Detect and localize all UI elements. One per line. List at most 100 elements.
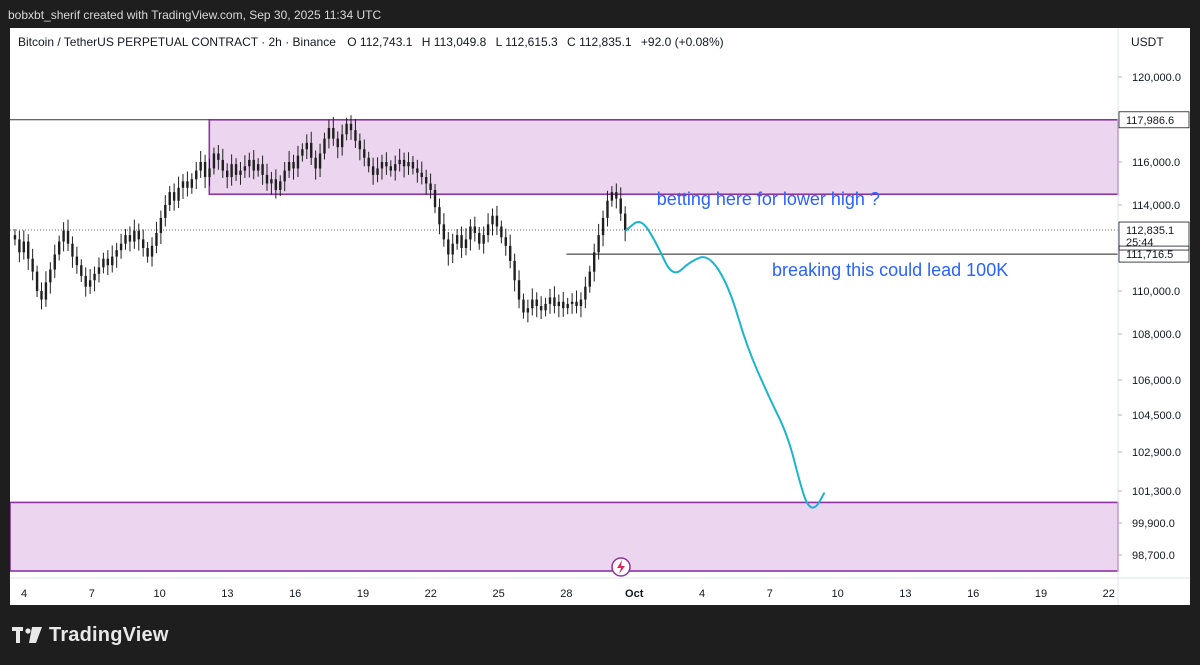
candle-body xyxy=(40,291,43,300)
candle-body xyxy=(478,232,481,244)
candle xyxy=(252,150,255,180)
candle xyxy=(380,154,384,180)
candle xyxy=(504,228,507,256)
candle-body xyxy=(363,149,366,158)
candle xyxy=(80,259,83,282)
candle xyxy=(433,183,437,214)
price-axis: 120,000.0 116,000.0 114,000.0 110,000.0 108,… xyxy=(1117,28,1190,605)
candle-body xyxy=(159,217,163,233)
candle-body xyxy=(455,235,459,244)
candle-body xyxy=(133,230,136,242)
candle-body xyxy=(601,217,605,236)
candle xyxy=(279,175,282,196)
candle-body xyxy=(553,297,556,307)
y-tick-label: 114,000.0 xyxy=(1132,200,1180,212)
candle xyxy=(102,252,105,274)
candle-body xyxy=(557,301,561,307)
candle-body xyxy=(88,280,92,287)
candle xyxy=(106,250,110,276)
x-tick-label: 13 xyxy=(899,588,911,600)
candle xyxy=(623,206,627,242)
candle xyxy=(535,292,538,318)
currency-label: USDT xyxy=(1131,35,1164,49)
candle xyxy=(66,219,70,252)
time-axis: 4 7 10 13 16 19 22 25 28 Oct 4 7 10 13 16 19 22 xyxy=(10,577,1190,600)
candle-body xyxy=(469,226,472,240)
candle-body xyxy=(212,153,216,169)
candle xyxy=(75,246,79,274)
candle-body xyxy=(473,226,477,233)
candle-body xyxy=(57,241,61,255)
candle xyxy=(137,223,140,251)
price-tag-border xyxy=(1118,221,1190,251)
candle xyxy=(212,147,216,175)
candle-body xyxy=(301,149,304,156)
candle-body xyxy=(186,181,189,188)
candle xyxy=(429,173,432,199)
candle-body xyxy=(593,252,596,272)
candle-body xyxy=(517,280,521,300)
candles-series xyxy=(13,115,627,323)
candle xyxy=(376,157,379,183)
candle-body xyxy=(296,155,300,169)
candle-body xyxy=(80,265,83,276)
zone-top-price-tag: 117,986.6 xyxy=(1119,111,1189,128)
ohlc-change: +92.0 (+0.08%) xyxy=(641,35,724,49)
candle-body xyxy=(111,256,114,266)
candle xyxy=(526,299,530,323)
ohlc-low: 112,615.3 xyxy=(505,35,558,49)
candle xyxy=(150,237,154,267)
candle-body xyxy=(433,189,437,208)
candle xyxy=(239,162,242,185)
ohlc-open-label: O xyxy=(347,35,356,49)
candle-body xyxy=(164,205,167,218)
candle-body xyxy=(508,245,512,261)
candle xyxy=(455,229,459,250)
candle-body xyxy=(195,170,198,180)
ohlc-open: 112,743.1 xyxy=(360,35,413,49)
candle-body xyxy=(93,273,96,281)
event-marker[interactable] xyxy=(611,557,631,577)
candle xyxy=(199,150,202,178)
candle xyxy=(597,223,600,260)
candle-body xyxy=(522,299,525,313)
candle-body xyxy=(124,235,127,244)
candle xyxy=(438,198,441,235)
candle xyxy=(190,173,194,194)
candle-body xyxy=(248,159,251,167)
candle-body xyxy=(31,258,34,272)
candle xyxy=(13,229,17,246)
candle xyxy=(115,242,118,268)
candle xyxy=(164,195,167,227)
candle-body xyxy=(531,299,534,309)
candle-body xyxy=(292,162,295,169)
chart-panel[interactable]: betting here for lower high ? breaking th… xyxy=(9,28,1190,605)
candle-body xyxy=(27,241,30,259)
candle-body xyxy=(588,271,591,287)
candle xyxy=(442,213,446,247)
candle-body xyxy=(513,260,516,281)
candle-body xyxy=(141,239,145,248)
price-chart[interactable]: betting here for lower high ? breaking th… xyxy=(9,28,1190,605)
candle xyxy=(447,232,450,266)
candle-body xyxy=(389,166,393,171)
candle xyxy=(544,297,547,317)
candle-body xyxy=(22,241,26,253)
x-tick-label: 16 xyxy=(289,588,301,600)
candle-body xyxy=(491,215,494,225)
x-tick-label: 19 xyxy=(1035,588,1047,600)
candle-body xyxy=(358,140,362,150)
candle xyxy=(478,226,481,250)
support-price-tag-text: 111,716.5 xyxy=(1126,249,1173,261)
candle-body xyxy=(102,258,105,268)
candle xyxy=(248,152,251,178)
candle xyxy=(371,157,375,185)
x-tick-label: 4 xyxy=(21,588,27,600)
candle-body xyxy=(115,250,118,257)
candle-body xyxy=(562,301,565,309)
candle xyxy=(482,226,485,254)
candle xyxy=(177,176,180,209)
candle-body xyxy=(438,207,441,225)
candle xyxy=(354,119,357,148)
candle-body xyxy=(597,235,600,253)
